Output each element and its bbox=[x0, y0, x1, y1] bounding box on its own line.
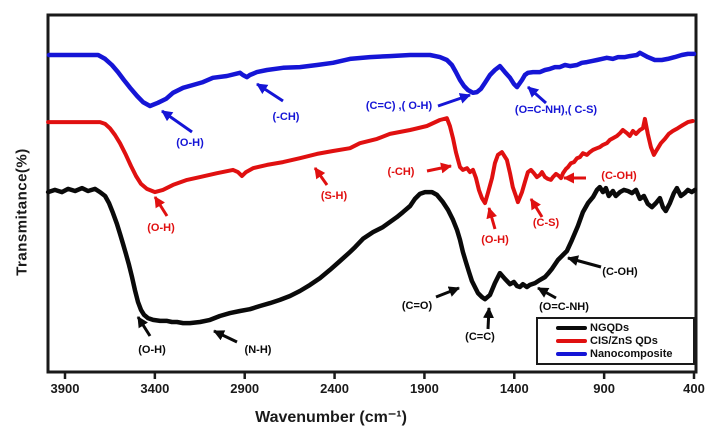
legend-swatch bbox=[556, 352, 587, 357]
legend-item-nanocomposite: Nanocomposite bbox=[556, 348, 693, 360]
annotation-arrow bbox=[136, 316, 152, 337]
annotation-arrow bbox=[486, 207, 498, 230]
x-tick-label: 900 bbox=[593, 381, 615, 396]
annotation-arrow bbox=[437, 93, 471, 108]
annotation-label: (O-H) bbox=[147, 222, 175, 234]
annotation-arrow bbox=[527, 85, 547, 105]
annotation-label: (C=C) bbox=[465, 331, 495, 343]
x-tick-label: 2900 bbox=[230, 381, 260, 396]
annotation-arrow bbox=[426, 162, 452, 174]
legend-item-ngqds: NGQDs bbox=[556, 322, 693, 334]
legend-swatch bbox=[556, 338, 587, 343]
x-axis-label: Wavenumber (cm⁻¹) bbox=[255, 409, 407, 426]
annotation-label: (C=O) bbox=[401, 300, 433, 312]
annotation-label: (O=C-NH) bbox=[539, 301, 589, 313]
annotation-label: (O-H) bbox=[481, 234, 509, 246]
series-nanocomposite bbox=[46, 50, 697, 109]
x-tick-label: 1400 bbox=[499, 381, 529, 396]
annotation-arrow bbox=[529, 198, 544, 218]
legend-item-cis-zns-qds: CIS/ZnS QDs bbox=[556, 335, 693, 347]
legend-label: Nanocomposite bbox=[590, 348, 673, 361]
x-tick-label: 400 bbox=[683, 381, 705, 396]
y-axis-label: Transmitance(%) bbox=[13, 148, 31, 276]
x-tick-label: 1900 bbox=[409, 381, 439, 396]
series-cis-zns-qds bbox=[46, 116, 695, 206]
legend-box: NGQDs CIS/ZnS QDs Nanocomposite bbox=[536, 317, 695, 365]
annotation-arrow bbox=[256, 82, 284, 103]
annotation-arrow bbox=[153, 196, 169, 217]
annotation-label: (C-S) bbox=[532, 217, 560, 229]
annotation-arrow bbox=[213, 329, 238, 344]
annotation-label: (S-H) bbox=[320, 190, 348, 202]
annotation-arrow bbox=[483, 307, 495, 330]
annotation-label: (-CH) bbox=[387, 166, 415, 178]
annotation-arrow bbox=[161, 109, 193, 134]
annotation-arrow bbox=[537, 286, 557, 300]
legend-swatch bbox=[556, 325, 587, 330]
annotation-label: (O=C-NH),( C-S) bbox=[514, 104, 598, 116]
legend-label: CIS/ZnS QDs bbox=[590, 334, 658, 347]
legend-label: NGQDs bbox=[590, 321, 630, 334]
annotation-arrow bbox=[313, 167, 329, 186]
x-tick-label: 3900 bbox=[50, 381, 80, 396]
annotation-label: (O-H) bbox=[138, 344, 166, 356]
annotation-label: (N-H) bbox=[244, 344, 272, 356]
x-tick-label: 2400 bbox=[320, 381, 350, 396]
annotation-label: (O-H) bbox=[176, 137, 204, 149]
annotation-arrow bbox=[435, 286, 460, 299]
annotation-arrow bbox=[567, 255, 602, 269]
annotation-label: (C=C) ,( O-H) bbox=[365, 100, 433, 112]
x-tick-label: 3400 bbox=[140, 381, 170, 396]
annotation-label: (C-OH) bbox=[601, 170, 637, 182]
annotation-label: (C-OH) bbox=[602, 266, 638, 278]
series-ngqds bbox=[45, 184, 698, 326]
annotation-label: (-CH) bbox=[272, 111, 300, 123]
